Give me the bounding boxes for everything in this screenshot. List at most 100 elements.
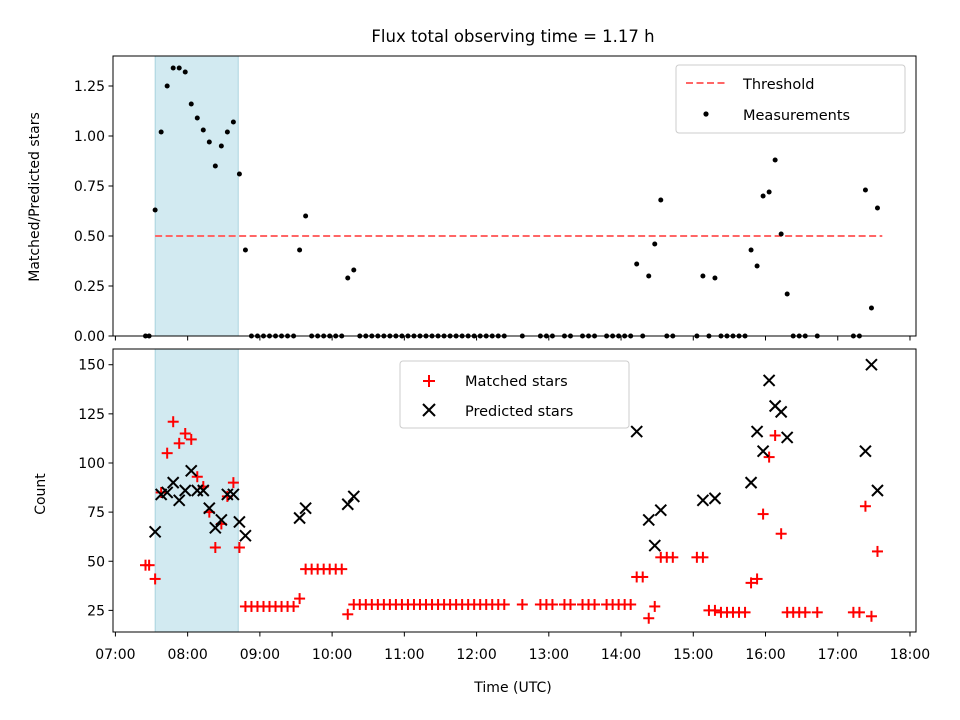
bottom-predicted-stars-point [227,488,240,501]
bottom-predicted-stars-point [179,484,192,497]
bottom-y-tick-label: 125 [78,407,105,423]
bottom-predicted-stars-point [744,476,758,489]
top-measurements-point [303,213,309,219]
bottom-y-tick-label: 25 [87,603,105,619]
bottom-predicted-stars-point [148,525,162,538]
bottom-y-tick-label: 50 [87,554,105,570]
x-tick-label: 12:00 [456,647,496,663]
bottom-matched-stars-point [859,500,871,512]
bottom-y-axis-label: Count [33,473,49,515]
bottom-matched-stars-point [757,508,769,520]
top-legend: Threshold Measurements [675,64,906,134]
bottom-matched-stars-point [227,477,239,489]
x-tick-label: 17:00 [818,647,858,663]
x-tick-label: 09:00 [240,647,280,663]
top-measurements-point [868,305,874,311]
bottom-predicted-stars-point [750,425,764,438]
bottom-matched-stars-point [763,451,775,463]
top-measurements-point [224,129,230,135]
bottom-axes-frame [112,348,917,633]
top-y-tick-label: 0.25 [74,279,105,295]
bottom-predicted-stars-point [642,513,655,527]
bottom-matched-stars-point [516,598,528,610]
bottom-legend: Matched stars Predicted stars [399,360,630,429]
top-measurements-point [754,263,760,269]
bottom-matched-stars-point [745,577,757,589]
top-measurements-point [658,197,664,203]
legend-predicted-label: Predicted stars [465,404,573,420]
top-measurements-point [170,65,176,71]
bottom-matched-stars-point [155,486,167,498]
bottom-predicted-stars-point [233,515,246,529]
bottom-matched-stars-point [697,551,709,563]
top-y-tick-label: 1.25 [74,79,105,95]
bottom-matched-stars-point [739,606,751,618]
top-measurements-point [652,241,658,247]
top-plot-area: 0.00 0.25 0.50 0.75 1.00 1.25 [74,55,917,345]
top-y-tick-label: 0.75 [74,179,105,195]
bottom-y-tick-label: 75 [87,505,105,521]
legend-threshold-label: Threshold [742,77,814,93]
bottom-matched-stars-point [179,428,191,440]
bottom-y-tick-label: 100 [78,456,105,472]
top-y-axis-label: Matched/Predicted stars [27,112,43,282]
bottom-matched-stars-point [853,606,865,618]
top-measurements-point [772,157,778,163]
bottom-matched-stars-point [185,433,197,445]
legend-matched-label: Matched stars [465,374,568,390]
x-tick-label: 14:00 [601,647,641,663]
bottom-predicted-stars-point [871,484,884,497]
bottom-matched-stars-point [649,600,661,612]
bottom-predicted-stars-point [215,513,228,527]
x-tick-label: 18:00 [890,647,930,663]
bottom-matched-stars-point [149,573,161,585]
top-highlight-span [154,55,239,337]
bottom-matched-stars-point [643,612,655,624]
top-y-tick-label: 0.00 [74,329,105,345]
top-measurements-point [152,207,158,213]
bottom-matched-stars-point [871,545,883,557]
x-tick-label: 16:00 [745,647,785,663]
legend-predicted-marker [422,403,436,417]
bottom-matched-stars-point [191,471,203,483]
top-measurements-point [236,171,242,177]
bottom-y-tick-label: 150 [78,358,105,374]
bottom-predicted-stars-point [654,503,667,517]
bottom-matched-stars-point [799,606,811,618]
top-measurements-point [218,143,224,149]
bottom-matched-stars-point [564,598,576,610]
bottom-matched-stars-point [288,600,300,612]
bottom-matched-stars-point [143,559,155,571]
bottom-matched-stars-point [865,610,877,622]
top-axes-frame [112,55,917,337]
top-measurements-point [182,69,188,75]
top-measurements-point [862,187,868,193]
bottom-matched-stars-point [811,606,823,618]
bottom-matched-stars-point [173,437,185,449]
bottom-predicted-stars-point [293,511,306,525]
top-measurements-point [748,247,754,253]
bottom-matched-stars-point [233,541,245,553]
top-chart-title: Flux total observing time = 1.17 h [371,27,654,46]
bottom-predicted-stars-point [756,444,770,458]
bottom-matched-stars-point [546,598,558,610]
top-measurements-point [212,163,218,169]
bottom-predicted-stars-point [299,501,312,515]
top-measurements-point [634,261,640,267]
top-measurements-point [158,129,164,135]
bottom-matched-stars-point [751,573,763,585]
top-measurements-point [778,231,784,237]
top-measurements-point [784,291,790,297]
x-tick-label: 10:00 [312,647,352,663]
bottom-predicted-stars-point [865,358,878,371]
bottom-predicted-stars-point [708,492,722,505]
top-measurements-point [194,115,200,121]
top-panel: Flux total observing time = 1.17 h Match… [27,27,917,345]
bottom-predicted-stars-point [341,498,354,511]
bottom-matched-stars-point [342,608,354,620]
top-measurements-point [345,275,351,281]
top-measurements-point [230,119,236,125]
top-measurements-point [646,273,652,279]
top-measurements-point [766,189,772,195]
